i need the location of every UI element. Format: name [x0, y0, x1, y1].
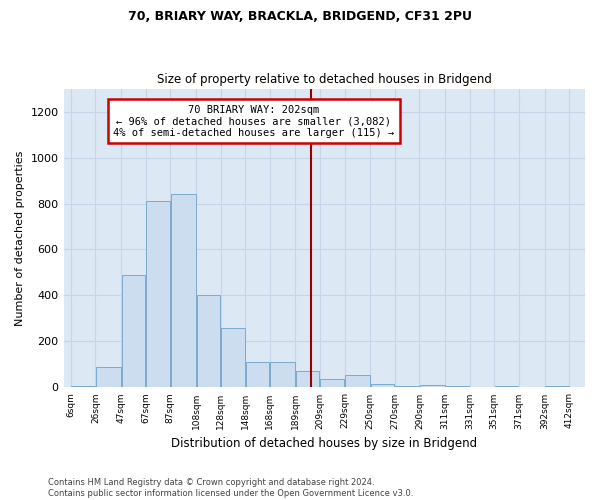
Bar [371, 384, 394, 388]
X-axis label: Distribution of detached houses by size in Bridgend: Distribution of detached houses by size … [171, 437, 478, 450]
Bar [545, 386, 569, 388]
Bar [446, 386, 469, 388]
Bar [296, 372, 319, 388]
Bar [320, 380, 344, 388]
Bar [420, 385, 445, 388]
Bar [345, 375, 370, 388]
Bar [71, 386, 95, 388]
Bar [146, 201, 170, 388]
Bar [494, 386, 518, 388]
Bar [122, 275, 145, 388]
Bar [197, 296, 220, 388]
Title: Size of property relative to detached houses in Bridgend: Size of property relative to detached ho… [157, 73, 492, 86]
Bar [270, 362, 295, 388]
Text: Contains HM Land Registry data © Crown copyright and database right 2024.
Contai: Contains HM Land Registry data © Crown c… [48, 478, 413, 498]
Bar [171, 194, 196, 388]
Text: 70, BRIARY WAY, BRACKLA, BRIDGEND, CF31 2PU: 70, BRIARY WAY, BRACKLA, BRIDGEND, CF31 … [128, 10, 472, 23]
Bar [96, 366, 121, 388]
Text: 70 BRIARY WAY: 202sqm
← 96% of detached houses are smaller (3,082)
4% of semi-de: 70 BRIARY WAY: 202sqm ← 96% of detached … [113, 104, 394, 138]
Y-axis label: Number of detached properties: Number of detached properties [15, 150, 25, 326]
Bar [395, 386, 419, 388]
Bar [221, 328, 245, 388]
Bar [245, 362, 269, 388]
